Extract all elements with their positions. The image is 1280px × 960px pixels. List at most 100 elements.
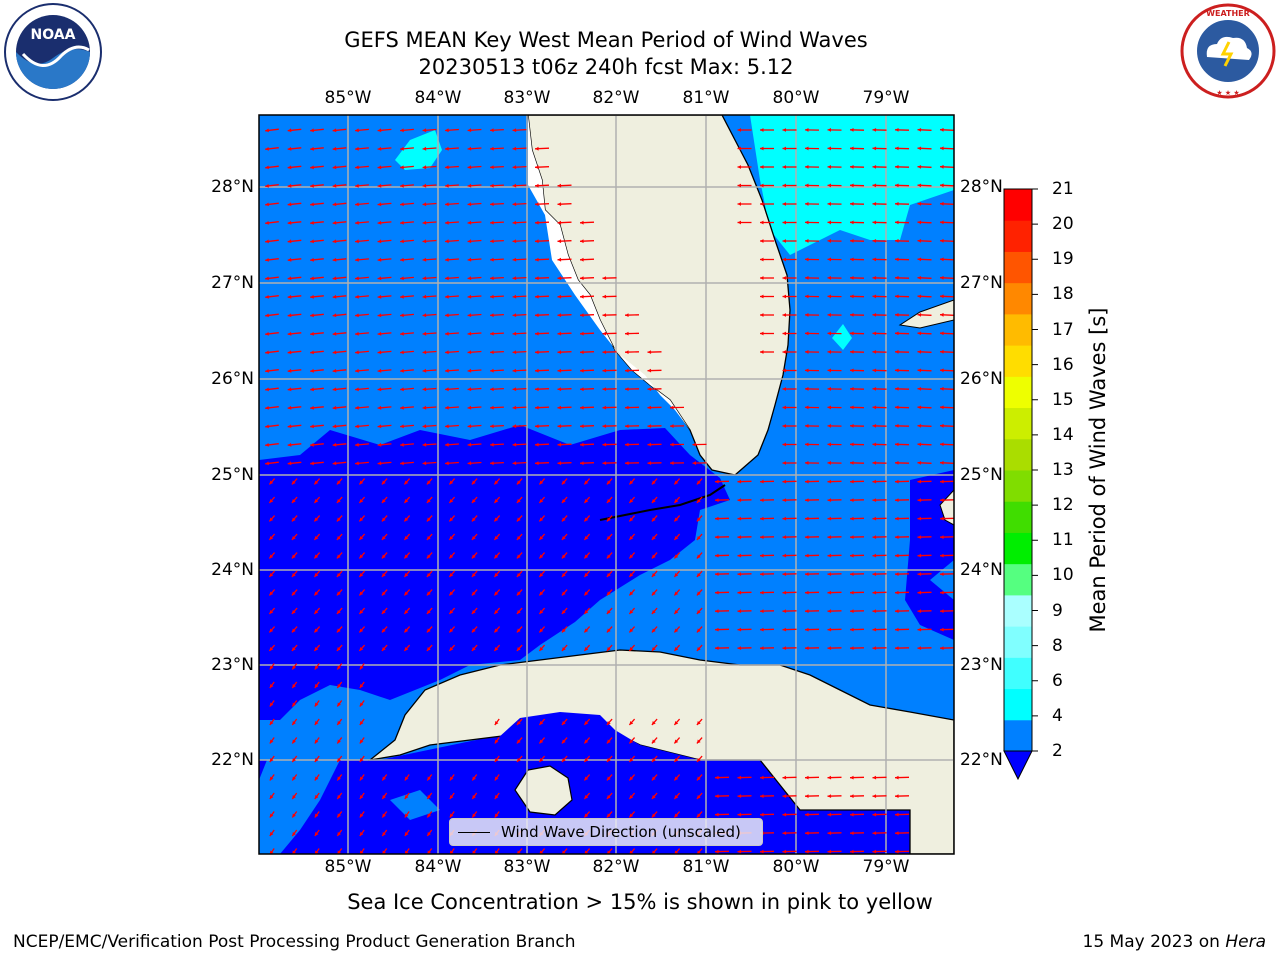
wind-arrow-head <box>917 239 922 243</box>
wind-arrow-head <box>715 553 719 558</box>
wind-arrow-head <box>422 368 427 373</box>
wind-arrow-head <box>647 405 652 410</box>
wind-arrow-head <box>850 461 854 465</box>
wind-arrow-head <box>629 628 634 633</box>
wind-arrow-head <box>827 498 832 502</box>
wind-arrow-head <box>782 516 787 521</box>
wind-arrow-head <box>381 554 386 559</box>
wind-arrow-head <box>490 442 494 447</box>
wind-arrow-head <box>606 554 611 559</box>
wind-arrow-head <box>516 591 521 596</box>
wind-arrow-head <box>314 517 319 522</box>
wind-arrow-head <box>917 313 922 317</box>
wind-arrow-head <box>760 128 764 132</box>
wind-arrow-head <box>737 609 742 613</box>
wind-arrow-head <box>895 128 899 132</box>
wind-arrow-head <box>580 461 584 466</box>
wind-arrow-head <box>337 795 341 799</box>
wind-arrow-head <box>269 554 274 559</box>
wind-arrow-head <box>400 202 404 207</box>
wind-arrow-head <box>332 313 337 318</box>
wind-arrow-head <box>445 276 449 281</box>
wind-arrow-head <box>292 721 296 725</box>
wind-arrow-head <box>490 146 494 151</box>
wind-arrow-head <box>422 239 427 244</box>
wind-arrow-head <box>940 238 944 243</box>
wind-arrow-head <box>269 610 274 614</box>
wind-arrow-head <box>310 387 314 392</box>
lon-label-top: 83°W <box>503 88 551 108</box>
wind-arrow-head <box>337 721 341 725</box>
wind-arrow-head <box>494 591 499 596</box>
wind-arrow-head <box>606 480 611 485</box>
colorbar-tick-label: 4 <box>1052 705 1063 726</box>
wind-arrow-head <box>805 498 809 502</box>
wind-arrow-head <box>535 165 539 170</box>
wind-arrow-head <box>895 220 899 225</box>
wind-arrow-head <box>292 702 296 707</box>
wind-arrow-head <box>512 294 517 299</box>
wind-arrow-head <box>265 276 269 281</box>
colorbar-tick-label: 14 <box>1052 424 1074 445</box>
wind-arrow-head <box>872 128 877 132</box>
wind-arrow-head <box>629 813 634 818</box>
wind-arrow-head <box>872 202 877 206</box>
wind-arrow-head <box>872 368 877 373</box>
wind-arrow-head <box>827 294 831 299</box>
wind-arrow-head <box>782 646 787 650</box>
wind-arrow-head <box>782 812 787 817</box>
wind-arrow-head <box>827 387 831 391</box>
wind-arrow-head <box>940 201 944 206</box>
wind-arrow-head <box>651 776 656 781</box>
wind-arrow-head <box>467 405 472 410</box>
wind-arrow-head <box>805 609 809 613</box>
wind-arrow-head <box>490 424 494 429</box>
wind-arrow-head <box>760 609 764 613</box>
wind-arrow-head <box>310 331 314 336</box>
wind-arrow-head <box>715 794 719 798</box>
wind-arrow-head <box>557 387 562 392</box>
wind-arrow-head <box>760 239 764 243</box>
wind-arrow-head <box>516 536 521 540</box>
wind-arrow-head <box>580 220 584 225</box>
wind-arrow-head <box>872 165 877 169</box>
wind-arrow-head <box>359 721 364 725</box>
wind-arrow-head <box>629 647 634 651</box>
wind-arrow-head <box>381 647 386 651</box>
wind-arrow-head <box>715 572 719 576</box>
wind-arrow-head <box>422 294 427 299</box>
wind-arrow-head <box>557 368 562 373</box>
wind-arrow-head <box>670 424 674 428</box>
wind-arrow-head <box>512 461 517 466</box>
wind-arrow-head <box>737 220 741 225</box>
wind-arrow-head <box>467 442 472 447</box>
wind-arrow-head <box>872 331 877 336</box>
wind-arrow-head <box>850 350 854 354</box>
wind-arrow-head <box>512 239 517 244</box>
wind-arrow-head <box>895 535 899 539</box>
wind-arrow-head <box>580 313 584 318</box>
wind-arrow-head <box>359 647 364 651</box>
wind-arrow-head <box>629 610 634 614</box>
wind-arrow-head <box>940 146 944 151</box>
wind-arrow-head <box>494 795 499 799</box>
wind-arrow-head <box>467 368 472 373</box>
wind-arrow-head <box>516 628 521 633</box>
wind-arrow-head <box>827 146 831 151</box>
wind-arrow-head <box>561 721 566 725</box>
wind-arrow-head <box>535 368 539 373</box>
wind-arrow-head <box>467 257 472 262</box>
wind-arrow-head <box>427 850 431 854</box>
wind-arrow-head <box>539 517 544 522</box>
wind-arrow-head <box>850 479 854 484</box>
wind-arrow-head <box>561 758 566 762</box>
wind-arrow-head <box>782 775 787 780</box>
wind-arrow-head <box>377 183 382 188</box>
wind-arrow-head <box>850 646 854 650</box>
wind-arrow-head <box>539 480 544 485</box>
wind-arrow-head <box>782 128 786 132</box>
wind-arrow-head <box>535 294 539 299</box>
wind-arrow-head <box>850 128 854 132</box>
wind-arrow-head <box>291 480 296 485</box>
colorbar-bin <box>1004 470 1032 502</box>
